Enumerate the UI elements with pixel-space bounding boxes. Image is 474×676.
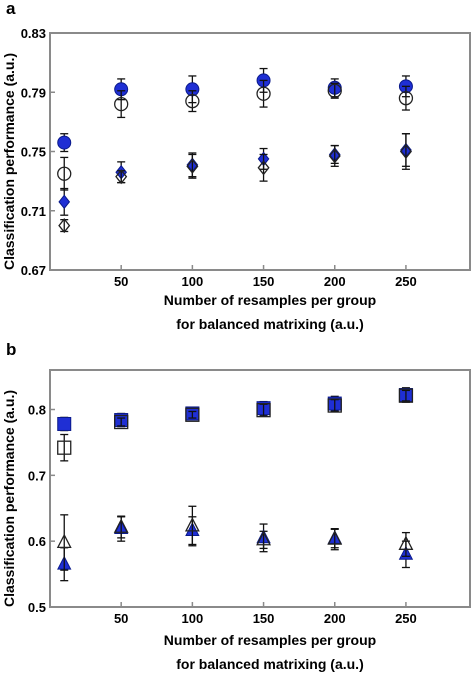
x-tick-label: 50	[114, 274, 128, 289]
y-tick-label: 0.71	[21, 204, 46, 219]
x-tick-label: 150	[253, 611, 275, 626]
y-tick-label: 0.79	[21, 85, 46, 100]
plot-frame	[49, 369, 471, 608]
x-tick-label: 200	[324, 611, 346, 626]
data-point	[328, 148, 341, 164]
y-axis-title: Classification performance (a.u.)	[1, 53, 17, 270]
chart-panel-b: b 0.5 0.6 0.7 0.8 50 100 150 200 250 Number of res…	[1, 340, 471, 672]
data-point	[58, 194, 71, 210]
x-tick-label: 200	[324, 274, 346, 289]
x-tick-label: 250	[395, 611, 417, 626]
y-tick-label: 0.83	[21, 26, 46, 41]
x-tick-label: 50	[114, 611, 128, 626]
series-triangle-open	[56, 505, 414, 571]
x-tick-label: 250	[395, 274, 417, 289]
data-point	[327, 530, 343, 545]
data-point	[114, 96, 129, 112]
data-point	[398, 388, 414, 403]
series-diamond-filled	[58, 133, 412, 216]
y-tick-label: 0.8	[28, 403, 46, 418]
data-point	[57, 135, 72, 150]
data-point	[184, 517, 200, 532]
data-point	[57, 166, 72, 181]
series-circle-open	[57, 79, 414, 191]
data-point	[56, 533, 72, 549]
data-point	[185, 93, 200, 109]
panel-label: a	[6, 0, 16, 18]
data-point	[185, 407, 200, 422]
data-point	[57, 416, 72, 431]
x-tick-label: 100	[182, 274, 204, 289]
data-point	[398, 91, 414, 106]
data-point	[113, 518, 129, 533]
x-axis-title: for balanced matrixing (a.u.)	[176, 316, 363, 332]
data-point	[58, 218, 71, 234]
y-axis-title: Classification performance (a.u.)	[1, 390, 17, 607]
series-diamond-open	[58, 133, 412, 234]
x-axis-title: for balanced matrixing (a.u.)	[176, 656, 363, 672]
series-circle-filled	[57, 67, 413, 153]
data-point	[256, 403, 271, 418]
x-axis-title: Number of resamples per group	[164, 632, 376, 648]
panel-label: b	[6, 340, 16, 359]
data-point	[256, 86, 271, 101]
data-point	[399, 143, 412, 160]
y-tick-label: 0.7	[28, 468, 46, 483]
data-point	[115, 169, 128, 185]
data-point	[256, 530, 272, 546]
series-triangle-filled	[57, 515, 414, 582]
x-tick-label: 100	[182, 611, 204, 626]
data-point	[327, 83, 342, 98]
data-point	[114, 414, 129, 430]
data-point	[257, 160, 270, 176]
data-point	[186, 158, 199, 174]
data-point	[327, 398, 342, 413]
y-tick-label: 0.75	[21, 145, 46, 160]
data-point	[398, 535, 414, 550]
y-tick-label: 0.6	[28, 534, 46, 549]
x-axis-title: Number of resamples per group	[164, 292, 376, 308]
chart-panel-a: a 0.67 0.71 0.75 0.79 0.83 50 100 150 200 250 Numbe…	[1, 0, 471, 332]
y-tick-label: 0.67	[21, 263, 46, 278]
series-square-open	[57, 388, 414, 462]
data-point	[57, 440, 72, 455]
y-tick-label: 0.5	[28, 600, 46, 615]
series-square-filled	[57, 387, 413, 432]
x-tick-label: 150	[253, 274, 275, 289]
